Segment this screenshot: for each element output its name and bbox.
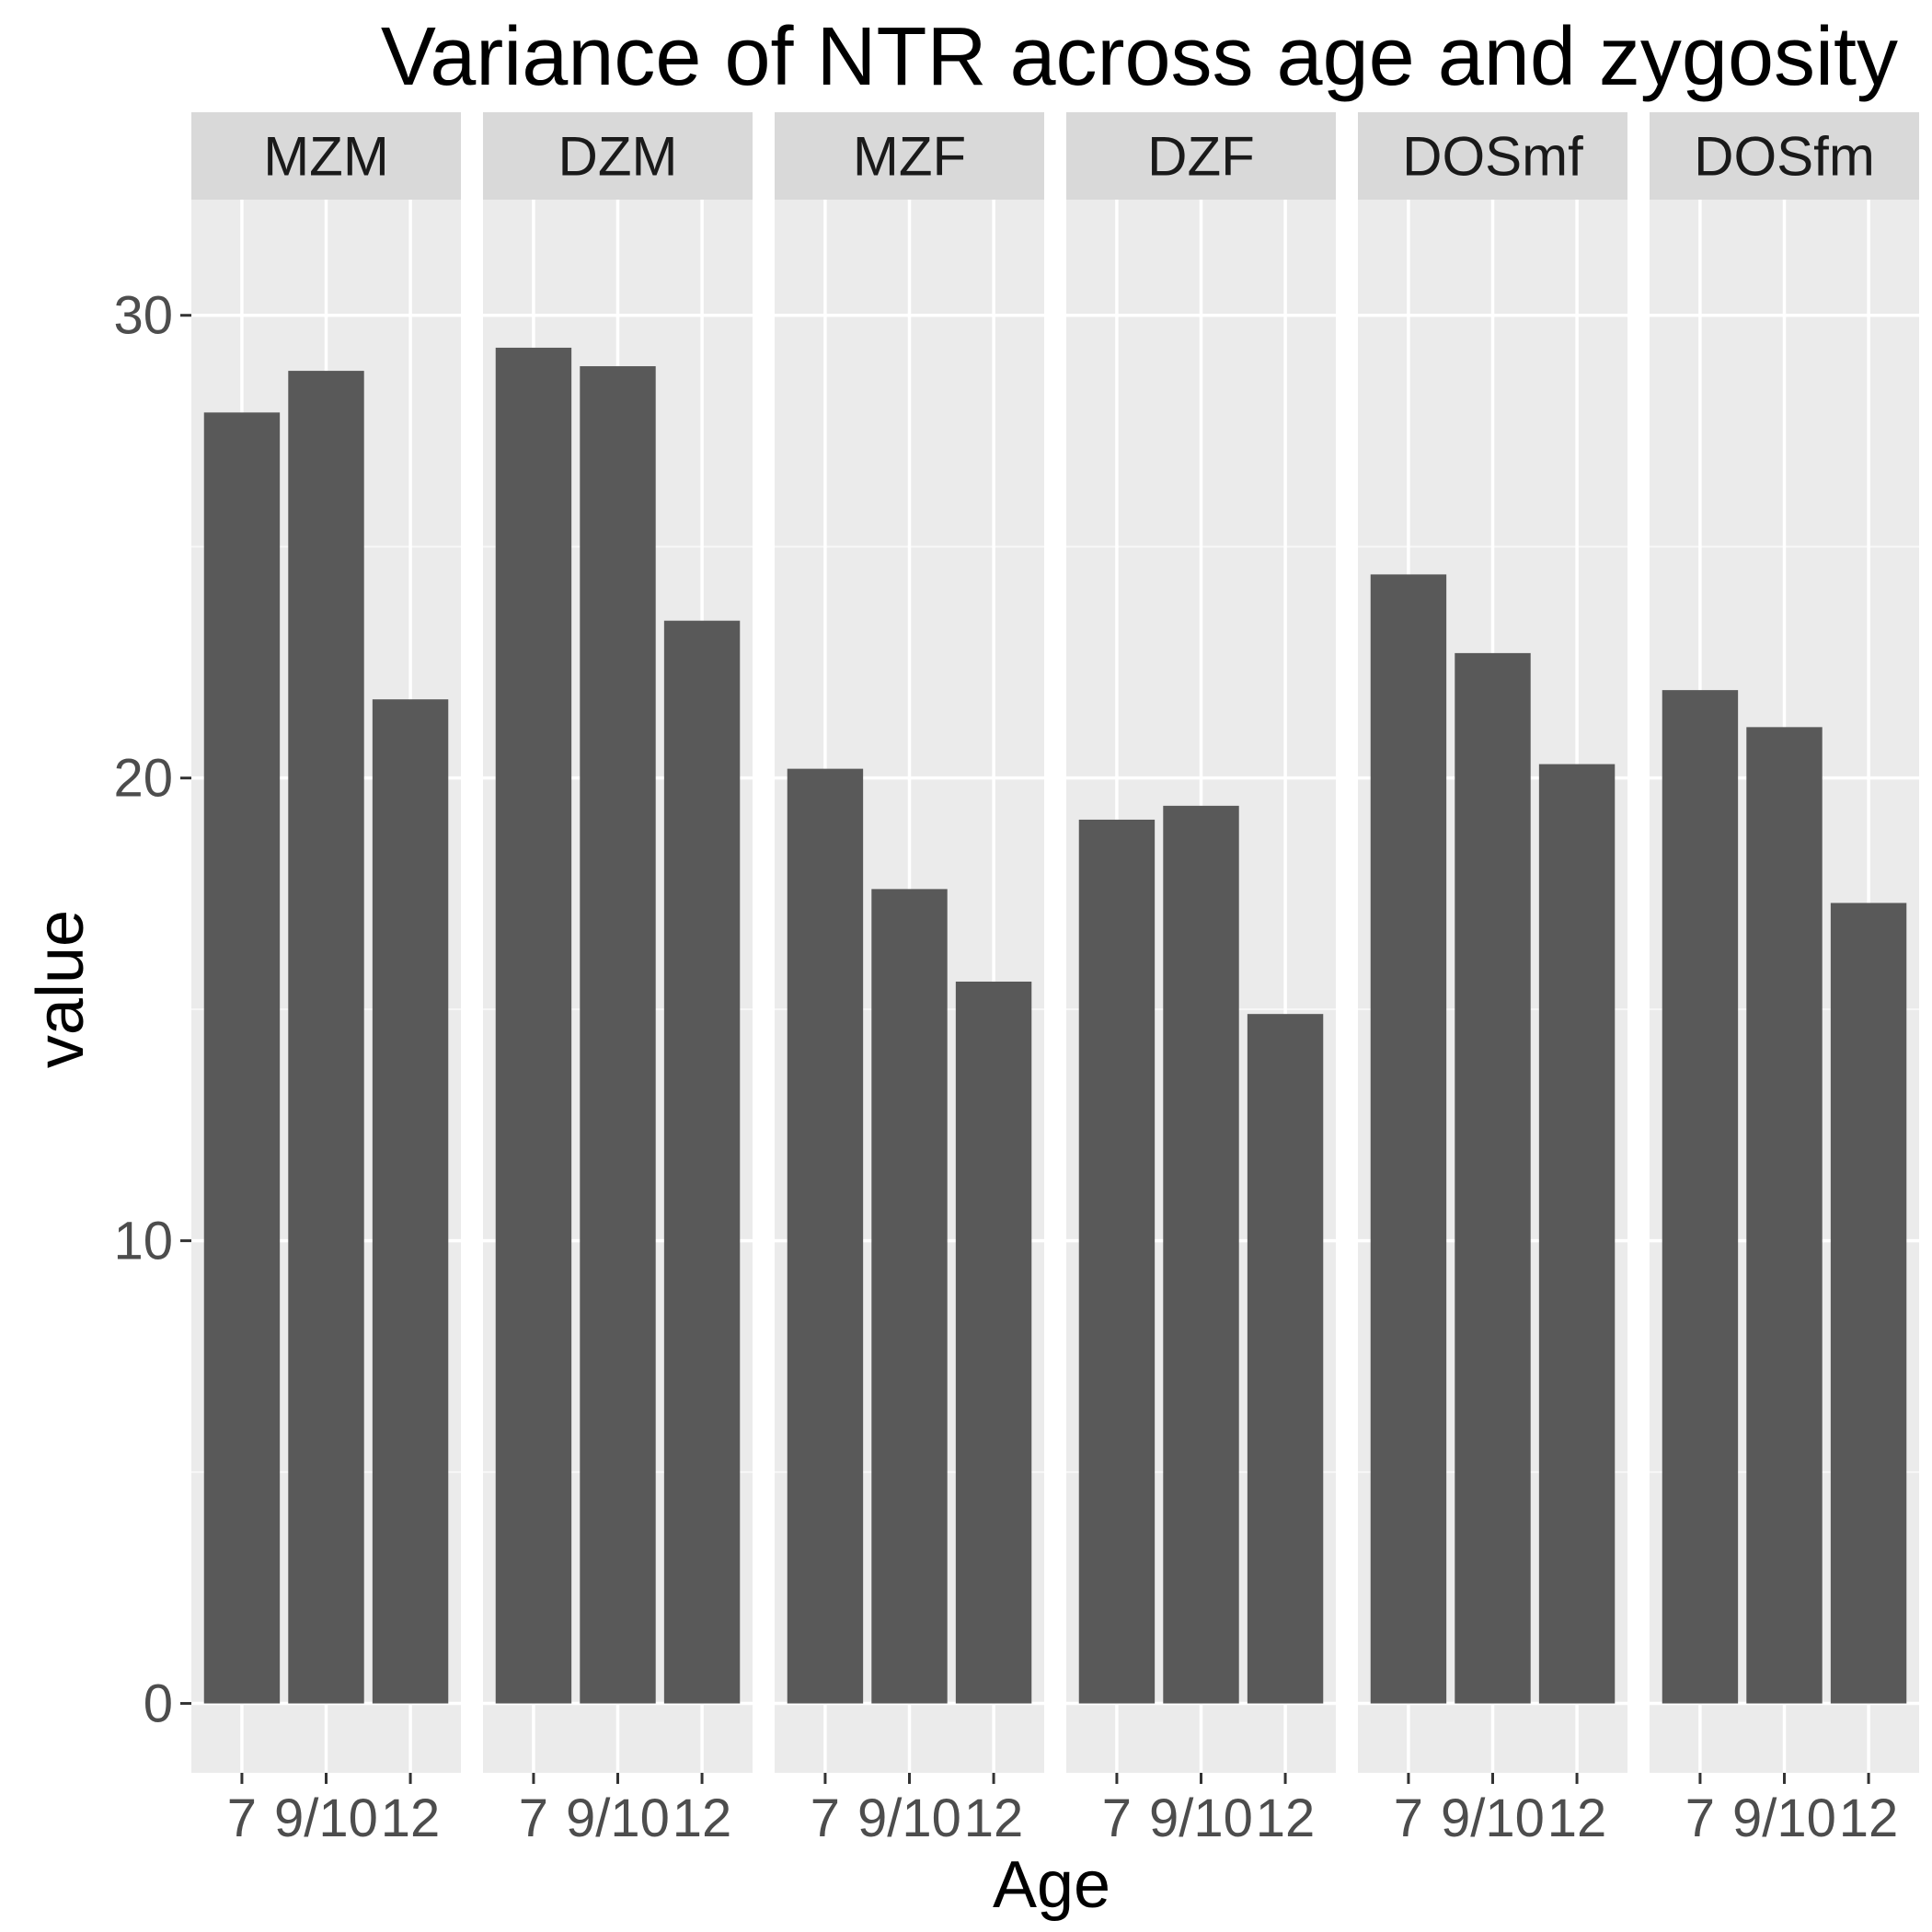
bar: [955, 981, 1032, 1704]
x-tick-label: 9/10: [1441, 1788, 1545, 1848]
facet-strip: [1650, 112, 1919, 200]
y-tick-label: 20: [113, 749, 173, 809]
x-tick-label: 7: [1102, 1788, 1132, 1848]
y-tick-label: 0: [144, 1674, 173, 1734]
facet-strip-label: DOSmf: [1402, 126, 1583, 188]
facet-strip: [1066, 112, 1336, 200]
facet-panel-mzm: MZM 7 9/10 12: [191, 112, 461, 1848]
bar: [1746, 727, 1823, 1704]
facet-strip: [483, 112, 753, 200]
x-axis-title: Age: [993, 1848, 1110, 1922]
facet-panel-dosmf: DOSmf 7 9/10 12: [1358, 112, 1627, 1848]
bar: [1163, 805, 1239, 1704]
x-tick-label: 12: [964, 1788, 1024, 1848]
bar: [1538, 764, 1616, 1704]
facet-strip: [775, 112, 1044, 200]
x-tick-label: 7: [519, 1788, 548, 1848]
x-tick-label: 9/10: [857, 1788, 961, 1848]
facet-strip-label: MZF: [853, 126, 966, 188]
bar: [1830, 903, 1907, 1704]
bar: [495, 347, 572, 1704]
x-tick-label: 9/10: [1149, 1788, 1253, 1848]
facet-panel-dzm: DZM 7 9/10 12: [483, 112, 753, 1848]
facet-strip-label: DZF: [1147, 126, 1255, 188]
y-tick-label: 30: [113, 286, 173, 346]
x-tick-label: 12: [673, 1788, 732, 1848]
x-tick-label: 7: [227, 1788, 257, 1848]
y-axis-title: value: [24, 910, 98, 1068]
x-tick-label: 7: [1685, 1788, 1715, 1848]
x-tick-label: 12: [1839, 1788, 1899, 1848]
facet-strip-label: DOSfm: [1694, 126, 1875, 188]
bar: [787, 768, 864, 1704]
y-axis: 0 10 20 30: [113, 286, 191, 1734]
bar: [203, 412, 281, 1704]
bar: [580, 366, 656, 1704]
facet-panel-dzf: DZF 7 9/10 12: [1066, 112, 1336, 1848]
chart-title: Variance of NTR across age and zygosity: [381, 11, 1898, 103]
bar: [372, 699, 449, 1704]
bar: [663, 620, 741, 1704]
x-tick-label: 9/10: [274, 1788, 378, 1848]
bar: [288, 371, 364, 1704]
x-tick-label: 7: [1394, 1788, 1423, 1848]
x-tick-label: 12: [1256, 1788, 1316, 1848]
x-tick-label: 9/10: [1732, 1788, 1836, 1848]
facet-strip-label: MZM: [263, 126, 389, 188]
bar: [1078, 819, 1156, 1704]
x-tick-label: 9/10: [566, 1788, 670, 1848]
x-tick-label: 12: [381, 1788, 441, 1848]
facet-strip: [1358, 112, 1627, 200]
facet-strip: [191, 112, 461, 200]
bar: [1370, 574, 1447, 1704]
x-tick-label: 7: [811, 1788, 840, 1848]
bar: [1662, 690, 1739, 1704]
facet-panel-dosfm: DOSfm 7 9/10 12: [1650, 112, 1919, 1848]
y-tick-label: 10: [113, 1212, 173, 1271]
bar: [1455, 652, 1531, 1704]
bar: [1247, 1014, 1324, 1704]
x-tick-label: 12: [1547, 1788, 1607, 1848]
facet-strip-label: DZM: [558, 126, 678, 188]
facet-panel-mzf: MZF 7 9/10 12: [775, 112, 1044, 1848]
bar: [871, 889, 948, 1704]
